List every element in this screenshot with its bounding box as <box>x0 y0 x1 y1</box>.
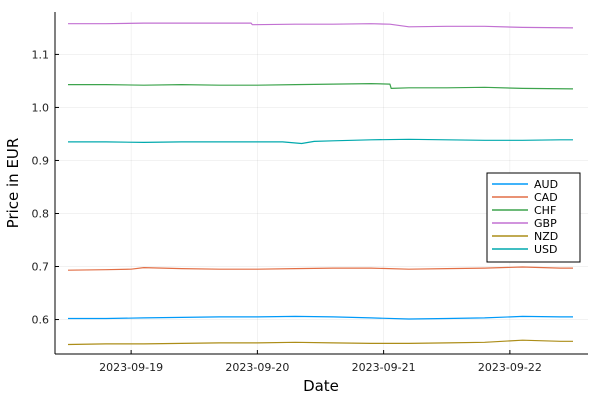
y-tick-label: 0.9 <box>32 154 50 167</box>
series-line-nzd <box>67 339 573 346</box>
y-tick-label: 0.7 <box>32 261 50 274</box>
y-axis-title: Price in EUR <box>4 138 22 229</box>
x-tick-label: 2023-09-20 <box>225 361 289 374</box>
x-ticks: 2023-09-19 2023-09-20 2023-09-21 2023-09-22 <box>99 350 542 374</box>
x-tick-label: 2023-09-22 <box>478 361 542 374</box>
series-line-usd <box>68 138 573 145</box>
legend-label-aud: AUD <box>534 178 558 191</box>
axes <box>54 12 588 355</box>
series-layer <box>67 22 574 346</box>
y-tick-label: 0.8 <box>32 207 50 220</box>
series-line-chf <box>68 82 574 90</box>
y-ticks: 0.6 0.7 0.8 0.9 1.0 1.1 <box>32 48 59 327</box>
x-axis-title: Date <box>303 377 339 395</box>
series-line-aud <box>68 315 573 320</box>
series-line-cad <box>67 266 573 271</box>
legend-label-nzd: NZD <box>534 230 558 243</box>
legend-label-chf: CHF <box>534 204 556 217</box>
y-tick-label: 1.1 <box>32 48 50 61</box>
x-tick-label: 2023-09-19 <box>99 361 163 374</box>
y-tick-label: 0.6 <box>32 314 50 327</box>
legend-label-cad: CAD <box>534 191 558 204</box>
y-tick-label: 1.0 <box>32 101 50 114</box>
legend-box <box>486 172 581 263</box>
legend-label-gbp: GBP <box>534 217 557 230</box>
x-tick-label: 2023-09-21 <box>352 361 416 374</box>
legend-label-usd: USD <box>534 243 558 256</box>
series-line-gbp <box>68 22 574 29</box>
